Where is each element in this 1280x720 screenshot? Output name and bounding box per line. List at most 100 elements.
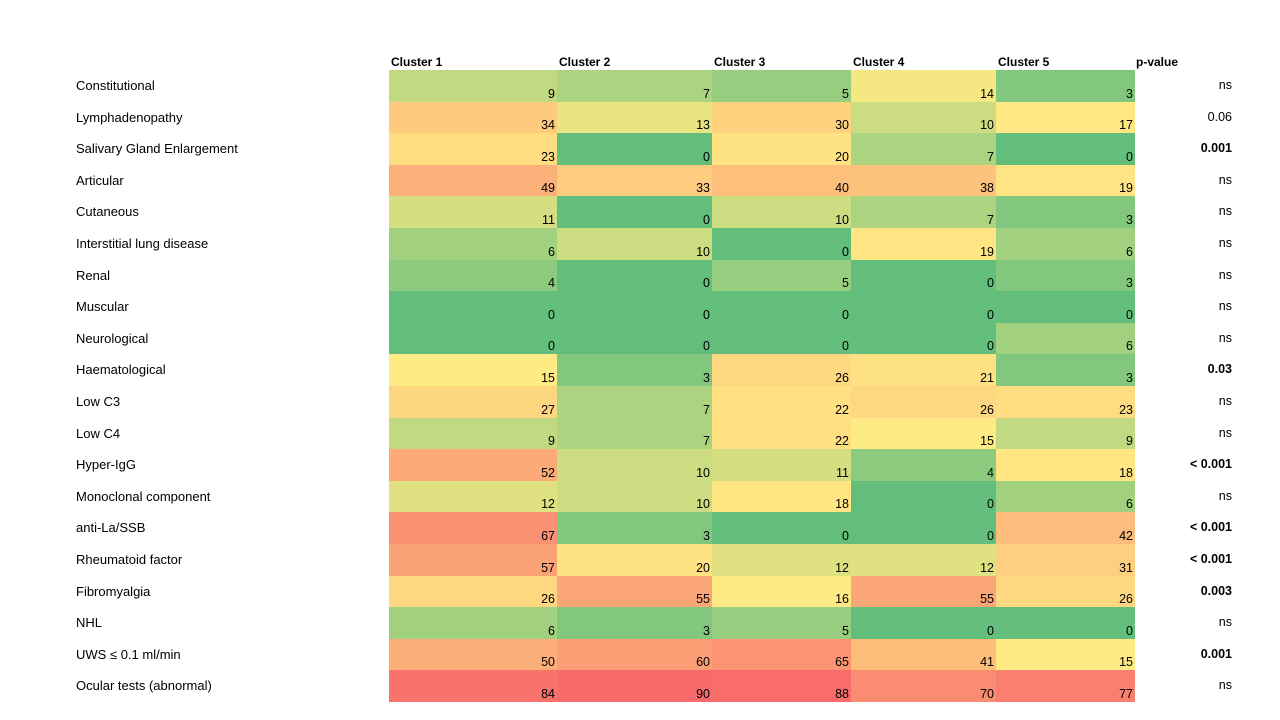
- heatmap-cell: 7: [557, 417, 712, 450]
- cell-value: 14: [980, 86, 994, 101]
- heatmap-cell: 13: [557, 101, 712, 134]
- heatmap-cell: 60: [557, 638, 712, 671]
- heatmap-cell: 0: [851, 291, 996, 323]
- p-value: ns: [1218, 394, 1232, 408]
- heatmap-cell: 6: [389, 228, 557, 260]
- heatmap-cell: 90: [557, 670, 712, 702]
- cell-value: 0: [987, 497, 994, 512]
- heatmap-cell: 0: [996, 291, 1135, 323]
- cell-value: 40: [835, 181, 849, 196]
- column-header-cluster-5: Cluster 5: [998, 55, 1050, 69]
- p-value: ns: [1218, 678, 1232, 693]
- cell-value: 49: [541, 181, 555, 196]
- row-label: Low C4: [76, 425, 121, 441]
- cell-value: 18: [1119, 465, 1133, 480]
- heatmap-cell: 19: [996, 164, 1135, 197]
- heatmap-cell: 40: [712, 164, 851, 197]
- row-label: Neurological: [76, 330, 149, 346]
- heatmap-cell: 0: [557, 322, 712, 355]
- cell-value: 4: [548, 276, 555, 291]
- cell-value: 84: [541, 686, 555, 701]
- heatmap-cell: 19: [851, 228, 996, 260]
- cell-value: 34: [541, 118, 555, 133]
- heatmap-cell: 57: [389, 544, 557, 576]
- cell-value: 3: [1126, 370, 1133, 385]
- cell-value: 6: [548, 244, 555, 259]
- cell-value: 15: [980, 434, 994, 449]
- row-label: Interstitial lung disease: [76, 236, 209, 251]
- p-value: < 0.001: [1189, 520, 1232, 535]
- cell-value: 0: [987, 339, 994, 354]
- cell-value: 0: [842, 244, 849, 259]
- heatmap-cell: 23: [996, 386, 1135, 418]
- p-value: ns: [1218, 204, 1232, 219]
- cell-value: 41: [980, 655, 994, 670]
- row-label: Salivary Gland Enlargement: [76, 141, 238, 157]
- row-label: Lymphadenopathy: [76, 109, 183, 125]
- row-label: Fibromyalgia: [76, 583, 151, 599]
- row-label: Ocular tests (abnormal): [76, 678, 212, 694]
- heatmap-cell: 3: [996, 354, 1135, 386]
- row-label: Rheumatoid factor: [76, 552, 183, 567]
- heatmap-cell: 21: [851, 354, 996, 386]
- cell-value: 30: [835, 118, 849, 133]
- row-label: Monoclonal component: [76, 488, 211, 504]
- heatmap-cell: 0: [557, 196, 712, 228]
- cell-value: 10: [980, 118, 994, 133]
- p-value: 0.06: [1207, 109, 1232, 124]
- heatmap-cell: 26: [996, 575, 1135, 608]
- heatmap-cell: 0: [712, 512, 851, 544]
- cell-value: 6: [1126, 497, 1133, 512]
- cell-value: 20: [696, 560, 710, 575]
- heatmap-cell: 0: [557, 133, 712, 165]
- heatmap-cell: 67: [389, 512, 557, 544]
- row-label: Cutaneous: [76, 204, 139, 220]
- cell-value: 0: [548, 307, 555, 322]
- cell-value: 23: [541, 149, 555, 164]
- heatmap-cell: 50: [389, 638, 557, 671]
- cell-value: 5: [842, 86, 849, 101]
- heatmap-cell: 3: [557, 512, 712, 544]
- cell-value: 0: [1126, 623, 1133, 638]
- cell-value: 26: [1119, 592, 1133, 607]
- heatmap-cell: 12: [851, 544, 996, 576]
- heatmap-cell: 52: [389, 449, 557, 481]
- column-header-cluster-1: Cluster 1: [391, 55, 443, 69]
- heatmap-cell: 9: [389, 417, 557, 450]
- heatmap-cell: 17: [996, 101, 1135, 134]
- cell-value: 55: [980, 592, 994, 607]
- cell-value: 9: [548, 86, 555, 101]
- heatmap-cell: 10: [557, 480, 712, 513]
- heatmap-cell: 0: [557, 259, 712, 292]
- cell-value: 31: [1119, 560, 1133, 575]
- heatmap-cell: 11: [389, 196, 557, 228]
- cell-value: 0: [703, 149, 710, 164]
- heatmap-cell: 0: [851, 322, 996, 355]
- p-value: 0.03: [1207, 362, 1232, 377]
- heatmap-cell: 88: [712, 670, 851, 702]
- cell-value: 33: [696, 181, 710, 196]
- heatmap-cell: 0: [851, 259, 996, 292]
- row-label: Muscular: [76, 299, 129, 315]
- row-label: Constitutional: [76, 78, 155, 93]
- heatmap-cell: 10: [851, 101, 996, 134]
- heatmap-cell: 65: [712, 638, 851, 671]
- cell-value: 7: [703, 402, 710, 417]
- p-value: ns: [1218, 425, 1232, 440]
- heatmap-cell: 16: [712, 575, 851, 608]
- heatmap-cell: 0: [389, 322, 557, 355]
- cell-value: 6: [1126, 244, 1133, 259]
- p-value: ns: [1218, 78, 1232, 92]
- cell-value: 13: [696, 118, 710, 133]
- heatmap-cell: 31: [996, 544, 1135, 576]
- heatmap-cell: 0: [851, 607, 996, 639]
- heatmap-cell: 22: [712, 417, 851, 450]
- cell-value: 3: [1126, 212, 1133, 227]
- p-value: ns: [1218, 615, 1232, 630]
- cell-value: 7: [987, 212, 994, 227]
- cell-value: 19: [980, 244, 994, 259]
- heatmap-cell: 0: [389, 291, 557, 323]
- cell-value: 0: [1126, 149, 1133, 164]
- heatmap-cell: 20: [712, 133, 851, 165]
- cell-value: 0: [1126, 307, 1133, 322]
